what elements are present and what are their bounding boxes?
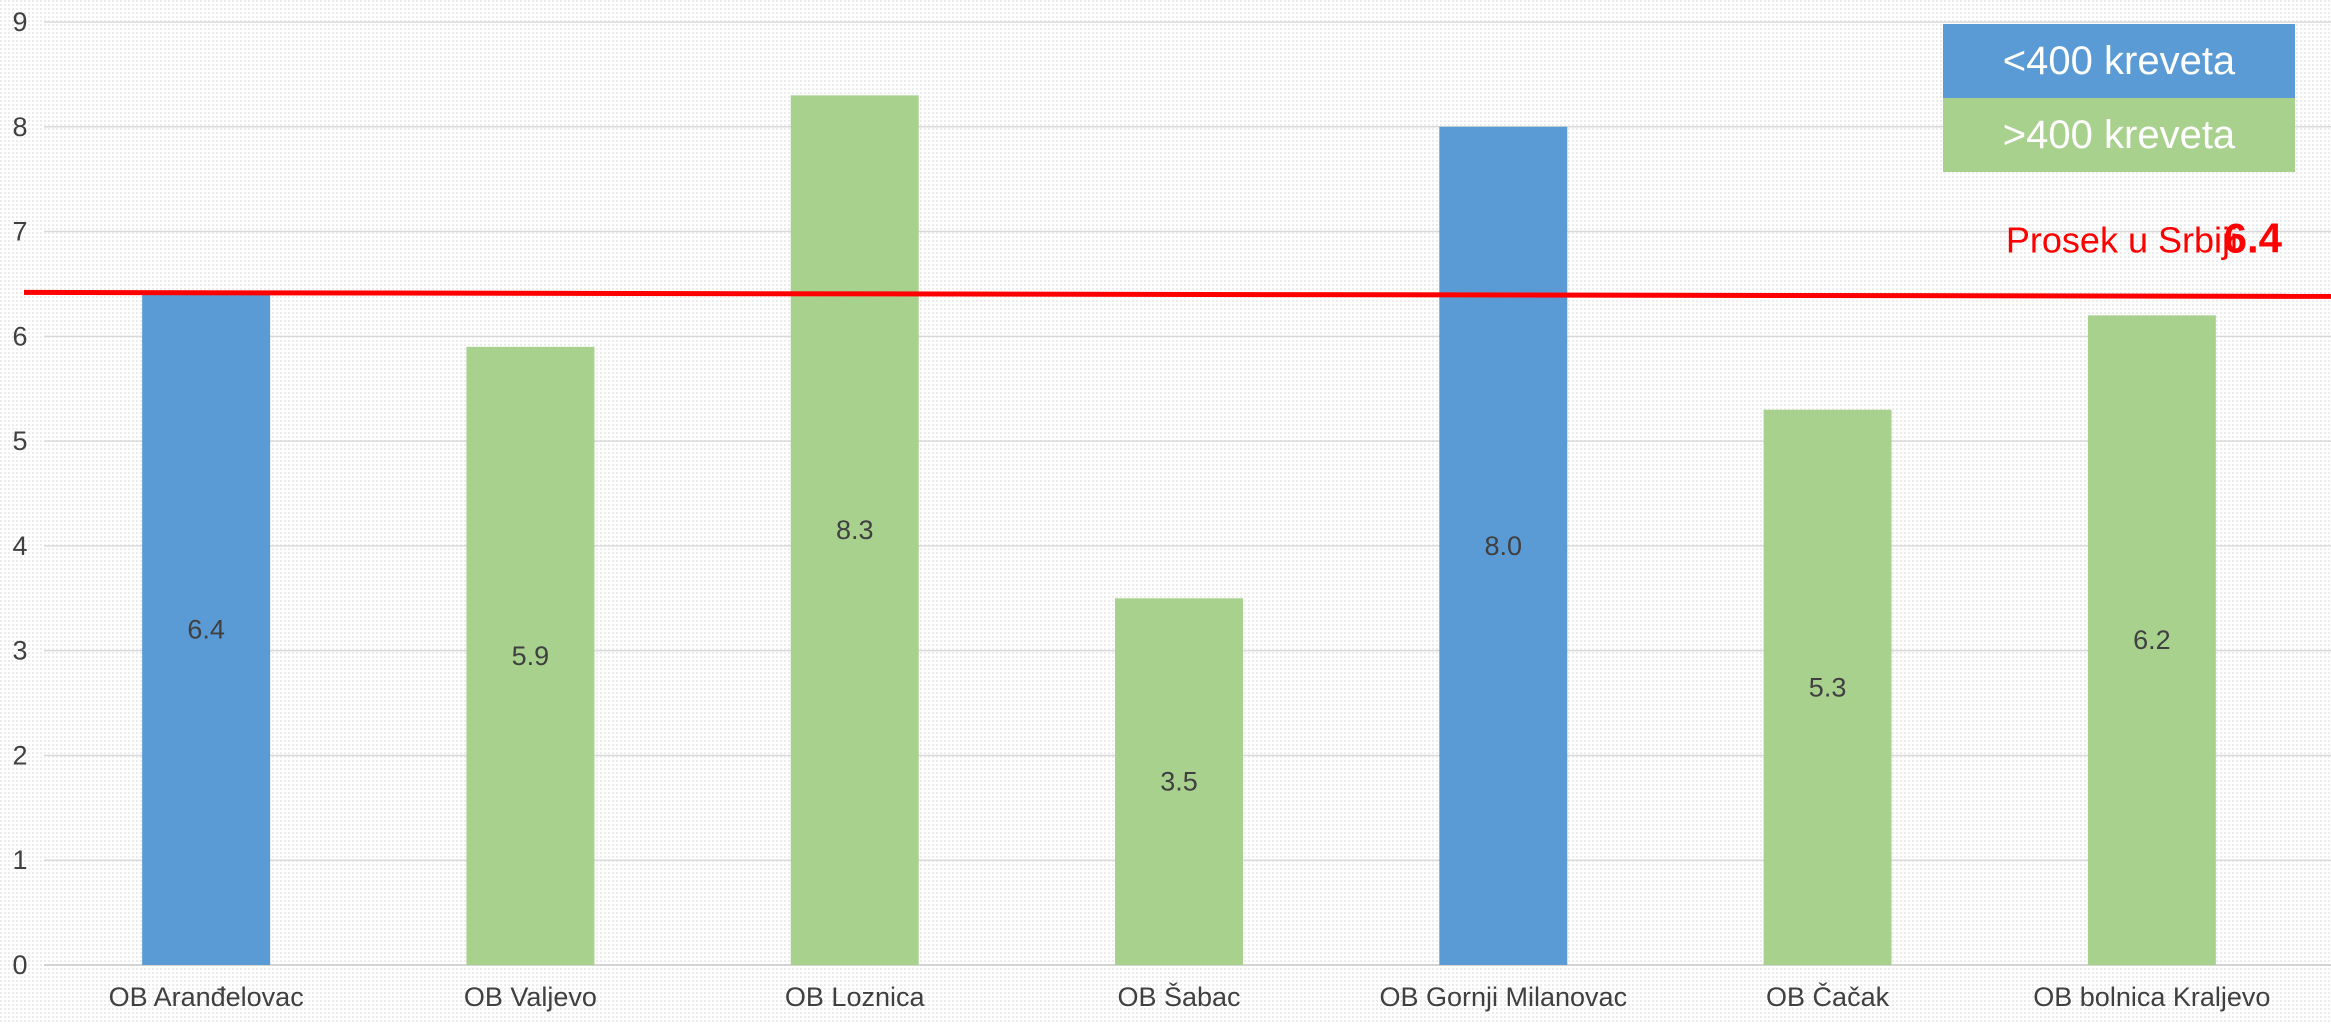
data-label: 6.2 bbox=[2133, 625, 2171, 655]
data-label: 5.3 bbox=[1809, 672, 1847, 702]
legend: <400 kreveta >400 kreveta bbox=[1943, 24, 2295, 172]
legend-label: >400 kreveta bbox=[2003, 113, 2236, 157]
category-label: OB Šabac bbox=[1117, 981, 1240, 1012]
category-label: OB Loznica bbox=[785, 982, 926, 1012]
legend-swatch bbox=[1943, 98, 2295, 172]
data-labels: 6.4 5.9 8.3 3.5 8.0 5.3 6.2 bbox=[187, 515, 2170, 796]
data-label: 5.9 bbox=[512, 641, 550, 671]
bars bbox=[142, 95, 2216, 966]
average-value: 6.4 bbox=[2224, 214, 2283, 261]
data-label: 8.3 bbox=[836, 515, 874, 545]
bar bbox=[790, 95, 919, 966]
bar bbox=[142, 294, 271, 965]
bar bbox=[466, 346, 595, 965]
y-tick-label: 5 bbox=[12, 426, 27, 456]
bar bbox=[2087, 315, 2216, 965]
y-tick-label: 7 bbox=[12, 217, 27, 247]
bar bbox=[1115, 598, 1243, 965]
category-label: OB Aranđelovac bbox=[109, 982, 304, 1012]
average-label: Prosek u Srbiji bbox=[2006, 219, 2238, 260]
category-label: OB bolnica Kraljevo bbox=[2033, 982, 2270, 1012]
y-axis-ticks: 0 1 2 3 4 5 6 7 8 9 bbox=[12, 7, 27, 980]
data-label: 6.4 bbox=[187, 615, 225, 645]
y-tick-label: 6 bbox=[12, 321, 27, 351]
y-tick-label: 2 bbox=[12, 740, 27, 770]
bar bbox=[1439, 126, 1568, 966]
category-label: OB Čačak bbox=[1766, 981, 1890, 1012]
y-tick-label: 8 bbox=[12, 112, 27, 142]
category-label: OB Gornji Milanovac bbox=[1379, 982, 1627, 1012]
x-axis-labels: OB Aranđelovac OB Valjevo OB Loznica OB Šab… bbox=[109, 981, 2271, 1012]
category-label: OB Valjevo bbox=[464, 982, 597, 1012]
legend-label: <400 kreveta bbox=[2003, 39, 2236, 83]
y-tick-label: 3 bbox=[12, 636, 27, 666]
y-tick-label: 4 bbox=[12, 531, 27, 561]
data-label: 8.0 bbox=[1485, 531, 1523, 561]
legend-swatch bbox=[1943, 24, 2295, 98]
y-tick-label: 0 bbox=[12, 950, 27, 980]
y-tick-label: 9 bbox=[12, 7, 27, 37]
average-line bbox=[23, 289, 2331, 299]
data-label: 3.5 bbox=[1160, 767, 1198, 797]
y-tick-label: 1 bbox=[12, 845, 27, 875]
bar bbox=[1763, 409, 1892, 966]
